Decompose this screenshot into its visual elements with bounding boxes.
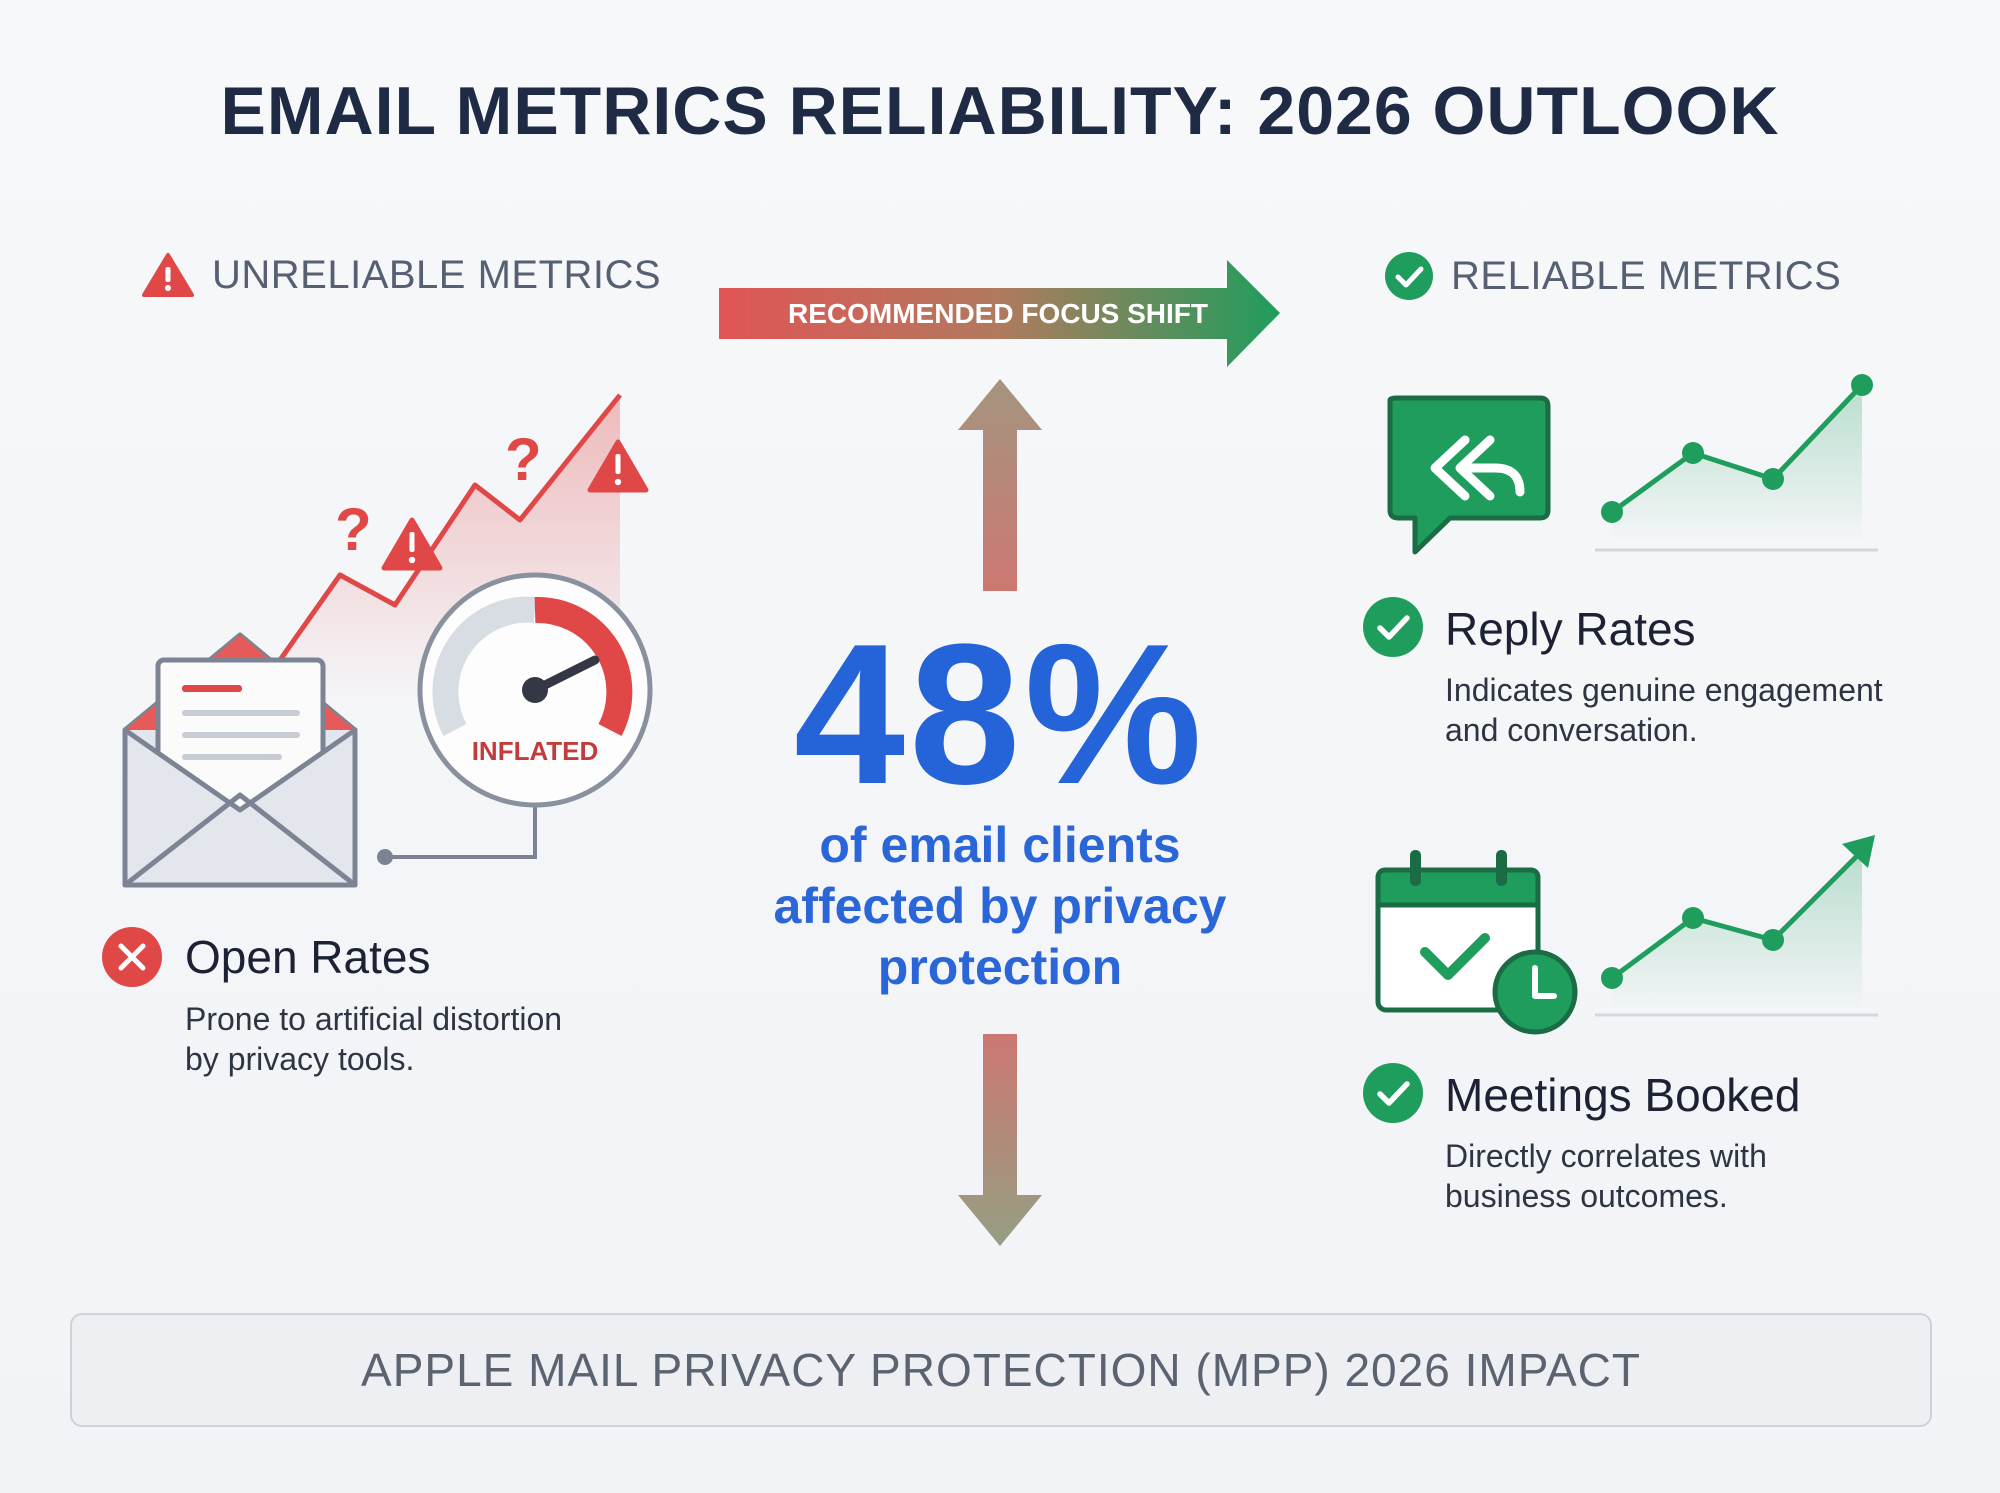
x-circle-icon — [102, 927, 162, 987]
open-rates-title: Open Rates — [185, 931, 431, 983]
reply-rates-title: Reply Rates — [1445, 603, 1696, 655]
gauge-label: INFLATED — [472, 736, 599, 766]
page-title: EMAIL METRICS RELIABILITY: 2026 OUTLOOK — [220, 73, 1780, 149]
trend-point — [1682, 907, 1704, 929]
check-circle-icon — [1363, 597, 1423, 657]
reliable-heading-label: RELIABLE METRICS — [1451, 253, 1842, 298]
focus-shift-arrow: RECOMMENDED FOCUS SHIFT — [719, 260, 1280, 367]
warning-triangle-icon — [587, 439, 649, 493]
check-circle-icon — [1385, 252, 1433, 300]
footer-label: APPLE MAIL PRIVACY PROTECTION (MPP) 2026… — [361, 1344, 1641, 1396]
reply-chat-bubble-icon — [1387, 395, 1551, 555]
warning-triangle-icon — [142, 253, 194, 297]
meetings-booked-illustration — [1375, 835, 1878, 1035]
trend-arrow-head — [1842, 835, 1875, 868]
affected-description: of email clients affected by privacy pro… — [773, 817, 1227, 995]
footer-banner: APPLE MAIL PRIVACY PROTECTION (MPP) 2026… — [70, 1313, 1932, 1427]
trend-point — [1682, 442, 1704, 464]
trend-point — [1851, 374, 1873, 396]
calendar-check-icon — [1375, 850, 1578, 1035]
trend-point — [1762, 468, 1784, 490]
trend-point — [1601, 967, 1623, 989]
open-rates-description: Prone to artificial distortion by privac… — [185, 1001, 563, 1077]
affected-percentage: 48% — [793, 603, 1207, 826]
question-mark-icon: ? — [335, 496, 372, 563]
meetings-booked-title: Meetings Booked — [1445, 1069, 1801, 1121]
question-mark-icon: ? — [505, 426, 542, 493]
meetings-trend-area — [1612, 850, 1862, 1010]
check-circle-icon — [1363, 1063, 1423, 1123]
warning-triangle-icon — [381, 517, 443, 571]
meetings-trend-line — [1610, 853, 1860, 981]
reply-rates-illustration — [1387, 374, 1878, 555]
reply-rates-description: Indicates genuine engagement and convers… — [1445, 672, 1883, 748]
reply-trend-line — [1610, 383, 1864, 515]
down-arrow-icon — [958, 1034, 1042, 1246]
speedometer-gauge-icon: INFLATED — [417, 572, 653, 808]
open-envelope-icon — [122, 632, 358, 888]
focus-shift-label: RECOMMENDED FOCUS SHIFT — [788, 298, 1208, 329]
meetings-booked-description: Directly correlates with business outcom… — [1445, 1138, 1767, 1214]
reliable-metrics-heading: RELIABLE METRICS — [1385, 252, 1841, 300]
inflated-open-rate-illustration: ? ? INFLATED — [122, 393, 653, 888]
trend-point — [1762, 929, 1784, 951]
unreliable-metrics-heading: UNRELIABLE METRICS — [142, 252, 661, 298]
trend-point — [1601, 501, 1623, 523]
reply-trend-area — [1612, 385, 1862, 545]
unreliable-heading-label: UNRELIABLE METRICS — [212, 252, 662, 297]
up-arrow-icon — [958, 379, 1042, 591]
inflated-trend-line — [277, 393, 622, 662]
